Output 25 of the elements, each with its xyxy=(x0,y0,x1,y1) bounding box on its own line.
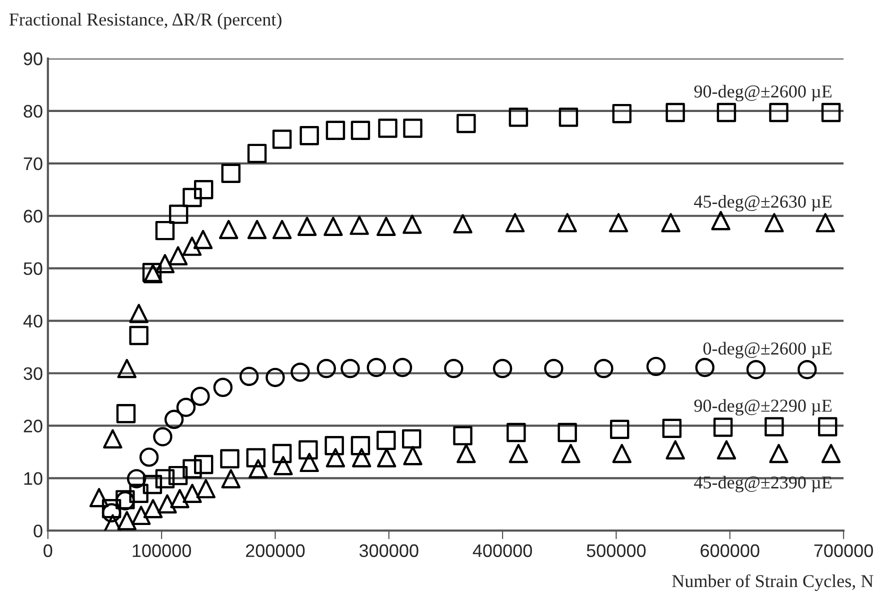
y-tick-label: 30 xyxy=(24,367,42,380)
y-tick-label: 50 xyxy=(24,262,42,276)
x-tick-label: 500000 xyxy=(586,544,646,558)
y-tick-label: 60 xyxy=(24,210,42,223)
y-tick-label: 20 xyxy=(24,420,42,432)
y-tick-label: 90 xyxy=(24,52,42,66)
x-axis-title: Number of Strain Cycles, N xyxy=(672,574,874,591)
x-tick-label: 300000 xyxy=(359,544,418,558)
x-tick-label: 100000 xyxy=(132,544,191,558)
x-tick-label: 0 xyxy=(44,544,52,558)
x-tick-label: 700000 xyxy=(814,544,873,558)
series-label: 90-deg@±2600 µE xyxy=(694,84,832,102)
y-tick-label: 70 xyxy=(24,157,42,170)
series-label: 0-deg@±2600 µE xyxy=(703,342,832,358)
series-label: 45-deg@±2630 µE xyxy=(694,195,832,212)
y-tick-label: 0 xyxy=(34,524,42,538)
y-axis-title: Fractional Resistance, ΔR/R (percent) xyxy=(9,12,282,30)
y-tick-label: 10 xyxy=(24,472,42,485)
x-tick-label: 400000 xyxy=(472,544,532,558)
series-label: 45-deg@±2390 µE xyxy=(694,476,832,492)
x-tick-label: 200000 xyxy=(246,544,305,558)
y-tick-label: 40 xyxy=(23,314,42,328)
x-tick-label: 600000 xyxy=(700,544,760,558)
y-tick-label: 80 xyxy=(24,104,42,118)
series-label: 90-deg@±2290 µE xyxy=(694,399,832,416)
